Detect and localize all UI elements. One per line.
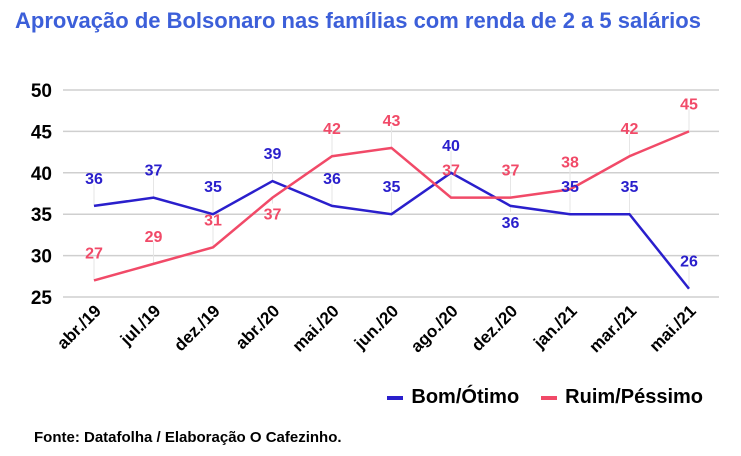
x-tick-label: abr./20: [232, 301, 284, 353]
data-label: 38: [561, 154, 579, 171]
legend-swatch: [387, 395, 404, 400]
legend-item-bom-otimo: Bom/Ótimo: [387, 386, 519, 409]
data-label: 37: [264, 207, 282, 224]
x-tick-label: dez./19: [170, 301, 224, 355]
series-line-ruim-pessimo: [93, 130, 690, 282]
data-label: 45: [680, 96, 698, 113]
y-tick-label: 35: [31, 205, 53, 226]
legend-label: Bom/Ótimo: [411, 386, 520, 408]
data-label: 36: [502, 215, 520, 232]
y-tick-label: 40: [31, 164, 52, 185]
data-label: 35: [561, 179, 579, 196]
data-label: 42: [323, 121, 341, 138]
data-label: 31: [204, 212, 222, 229]
y-tick-label: 30: [31, 247, 52, 268]
chart-title: Aprovação de Bolsonaro nas famílias com …: [15, 8, 701, 33]
data-label: 36: [323, 171, 341, 188]
x-tick-label: mai./21: [646, 301, 700, 355]
x-tick-label: mar./21: [585, 301, 640, 356]
x-tick-label: jan./21: [529, 301, 581, 353]
x-tick-label: mai./20: [289, 301, 343, 355]
legend-item-ruim-pessimo: Ruim/Péssimo: [541, 386, 703, 409]
x-tick-label: jun./20: [350, 301, 402, 353]
data-label: 40: [442, 138, 460, 155]
data-label: 35: [204, 179, 222, 196]
x-tick-label: dez./20: [468, 301, 522, 355]
data-label: 27: [85, 245, 103, 262]
x-tick-label: jul./19: [116, 301, 164, 349]
data-label: 26: [680, 254, 698, 271]
data-label: 37: [442, 163, 460, 180]
data-label: 42: [621, 121, 639, 138]
y-tick-label: 50: [31, 81, 52, 102]
data-label: 37: [145, 163, 163, 180]
legend-swatch: [541, 395, 558, 400]
data-label: 36: [85, 171, 103, 188]
data-label: 35: [383, 179, 401, 196]
x-tick-label: abr./19: [53, 301, 105, 353]
data-label: 35: [621, 179, 639, 196]
data-label: 39: [264, 146, 282, 163]
data-label: 29: [145, 229, 163, 246]
legend: Bom/Ótimo Ruim/Péssimo: [387, 386, 703, 409]
legend-label: Ruim/Péssimo: [565, 386, 703, 408]
data-label: 43: [383, 113, 401, 130]
y-tick-label: 25: [31, 288, 53, 309]
x-tick-label: ago./20: [407, 301, 462, 356]
y-tick-label: 45: [31, 122, 53, 143]
data-label: 37: [502, 163, 520, 180]
series-line-bom-otimo: [93, 171, 690, 290]
source-note: Fonte: Datafolha / Elaboração O Cafezinh…: [34, 429, 342, 446]
